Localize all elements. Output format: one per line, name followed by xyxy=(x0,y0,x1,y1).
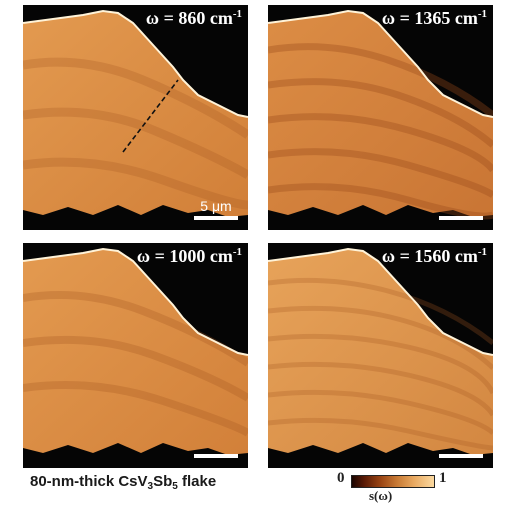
flake-shape xyxy=(23,11,248,217)
flake-image xyxy=(23,247,248,455)
colorbar-gradient xyxy=(351,475,435,488)
image-panel-1560: ω = 1560 cm-1 xyxy=(268,243,493,468)
flake-image xyxy=(268,9,493,220)
frequency-label: ω = 860 cm-1 xyxy=(145,8,242,28)
flake-edge xyxy=(23,9,248,118)
image-panel-1365: ω = 1365 cm-1 xyxy=(268,5,493,230)
flake-image xyxy=(268,247,493,455)
scale-bar xyxy=(194,454,238,458)
flake-image xyxy=(23,9,248,217)
colorbar-label: s(ω) xyxy=(369,488,393,503)
frequency-label: ω = 1000 cm-1 xyxy=(136,246,242,266)
image-panel-860: ω = 860 cm-1 5 μm xyxy=(23,5,248,230)
image-panel-1000: ω = 1000 cm-1 xyxy=(23,243,248,468)
linecut-dashed xyxy=(122,79,179,153)
scale-bar xyxy=(194,216,238,220)
colorbar-max: 1 xyxy=(439,470,447,486)
frequency-label: ω = 1365 cm-1 xyxy=(381,8,487,28)
colorbar: 0 1 s(ω) xyxy=(337,470,457,510)
scale-bar-label: 5 μm xyxy=(200,198,232,214)
scale-bar xyxy=(439,454,483,458)
scale-bar xyxy=(439,216,483,220)
colorbar-min: 0 xyxy=(337,470,345,486)
sample-caption: 80-nm-thick CsV3Sb5 flake xyxy=(30,473,217,492)
frequency-label: ω = 1560 cm-1 xyxy=(381,246,487,266)
